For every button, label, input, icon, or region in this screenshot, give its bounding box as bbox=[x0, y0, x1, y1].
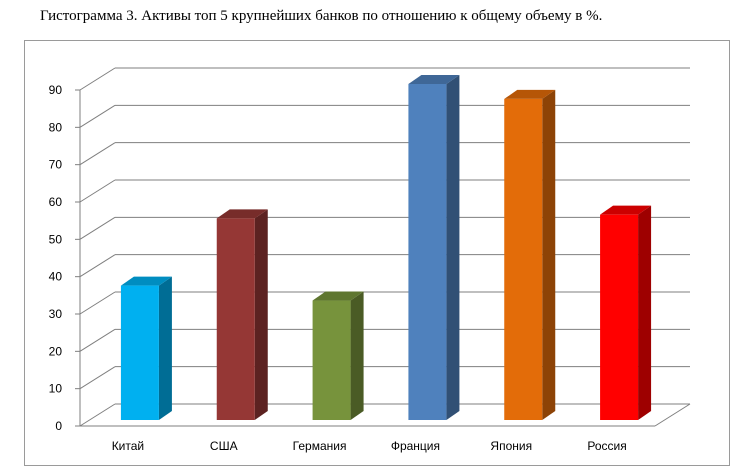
bar-front bbox=[312, 300, 351, 420]
gridline-side bbox=[79, 216, 116, 240]
y-tick-label: 0 bbox=[55, 419, 62, 433]
bar-top bbox=[504, 89, 556, 99]
bar-side bbox=[254, 209, 268, 420]
gridline-side bbox=[79, 254, 116, 278]
chart-title: Гистограмма 3. Активы топ 5 крупнейших б… bbox=[40, 8, 603, 24]
gridlines bbox=[75, 67, 691, 427]
bar-top bbox=[120, 276, 172, 286]
bar-front bbox=[408, 84, 447, 420]
gridline-side bbox=[79, 104, 116, 128]
chart-frame bbox=[24, 40, 730, 466]
gridline-side bbox=[79, 179, 116, 203]
bar-Франция bbox=[408, 75, 460, 420]
bar-top bbox=[216, 209, 268, 219]
y-tick-label: 30 bbox=[49, 307, 63, 321]
bar-front bbox=[600, 214, 639, 420]
bar-front bbox=[216, 218, 255, 420]
bar-side bbox=[350, 291, 364, 420]
y-tick-label: 50 bbox=[49, 232, 63, 246]
gridline-side bbox=[79, 366, 116, 390]
x-category-label: США bbox=[210, 439, 238, 453]
bars bbox=[120, 75, 652, 420]
bar-Япония bbox=[504, 89, 556, 420]
bar-front bbox=[120, 285, 159, 420]
x-axis-categories: Китай США Германия Франция Япония Россия bbox=[112, 439, 627, 453]
gridline-side bbox=[79, 328, 116, 352]
gridline-side bbox=[79, 403, 116, 427]
y-tick-label: 80 bbox=[49, 120, 63, 134]
bar-Россия bbox=[600, 205, 652, 420]
bar-side bbox=[158, 276, 172, 420]
bar-side bbox=[542, 89, 556, 420]
bar-top bbox=[408, 75, 460, 84]
bar-front bbox=[504, 98, 543, 420]
gridline-side bbox=[79, 142, 116, 166]
gridline-side bbox=[79, 291, 116, 315]
x-category-label: Франция bbox=[391, 439, 440, 453]
gridline-side bbox=[79, 67, 116, 91]
bar-top bbox=[600, 205, 652, 215]
bar-side bbox=[446, 75, 460, 420]
y-tick-label: 90 bbox=[49, 83, 63, 97]
bar-Китай bbox=[120, 276, 172, 420]
y-tick-label: 70 bbox=[49, 158, 63, 172]
bar-top bbox=[312, 291, 364, 301]
x-category-label: Япония bbox=[490, 439, 532, 453]
x-category-label: Россия bbox=[587, 439, 626, 453]
x-category-label: Китай bbox=[112, 439, 144, 453]
x-category-label: Германия bbox=[293, 439, 347, 453]
bar-Германия bbox=[312, 291, 364, 420]
y-tick-label: 10 bbox=[49, 382, 63, 396]
bar-side bbox=[638, 205, 652, 420]
floor-right-edge bbox=[654, 403, 691, 427]
y-tick-label: 60 bbox=[49, 195, 63, 209]
y-tick-label: 20 bbox=[49, 344, 63, 358]
y-tick-label: 40 bbox=[49, 270, 63, 284]
bar-США bbox=[216, 209, 268, 420]
y-axis-ticks: 0 10 20 30 40 50 60 70 80 90 bbox=[49, 83, 63, 433]
